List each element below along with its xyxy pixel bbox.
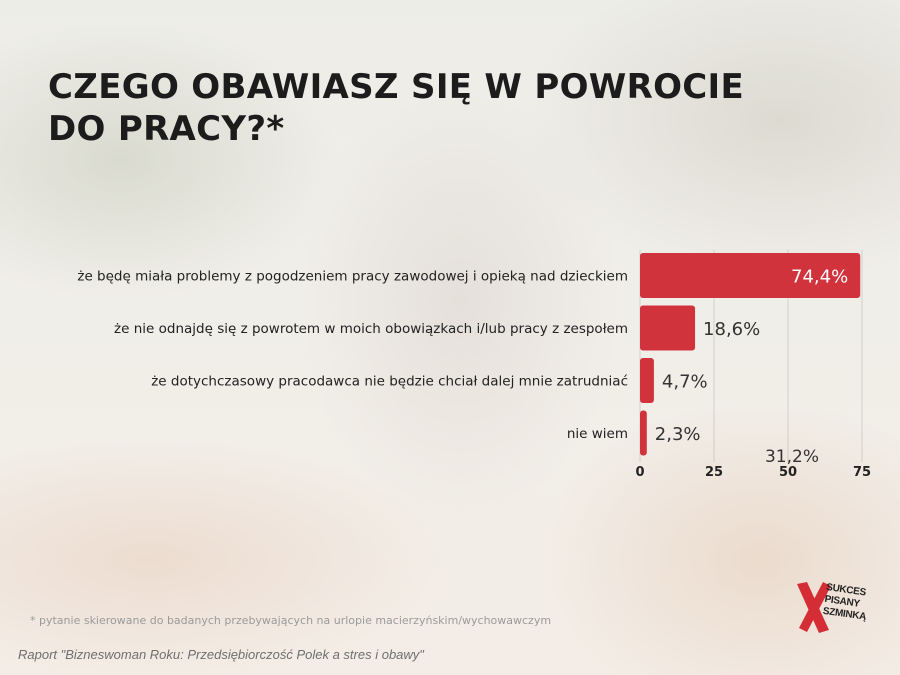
x-tick-label: 75 [853, 465, 871, 480]
red-x-mark-icon [797, 582, 831, 633]
data-label: 74,4% [791, 267, 848, 288]
bar [640, 358, 654, 403]
x-tick-label: 50 [779, 465, 797, 480]
logo: SUKCES PISANY SZMINKĄ [793, 578, 873, 638]
x-tick-label: 0 [635, 465, 644, 480]
bar [640, 253, 861, 298]
category-label: że dotychczasowy pracodawca nie będzie c… [151, 374, 628, 390]
category-label: że nie odnajdę się z powrotem w moich ob… [114, 321, 628, 337]
data-label: 4,7% [662, 372, 708, 393]
page-title: CZEGO OBAWIASZ SIĘ W POWROCIE DO PRACY?* [48, 67, 745, 149]
bar [640, 410, 647, 456]
source-caption: Raport "Bizneswoman Roku: Przedsiębiorcz… [18, 647, 424, 662]
x-tick-label: 25 [705, 465, 723, 480]
bar [640, 305, 696, 351]
footnote: * pytanie skierowane do badanych przebyw… [30, 614, 552, 627]
annotation-label: 31,2% [765, 447, 819, 467]
data-label: 18,6% [703, 319, 760, 340]
category-label: nie wiem [567, 426, 628, 442]
category-label: że będę miała problemy z pogodzeniem pra… [77, 269, 628, 285]
data-label: 2,3% [655, 424, 701, 445]
